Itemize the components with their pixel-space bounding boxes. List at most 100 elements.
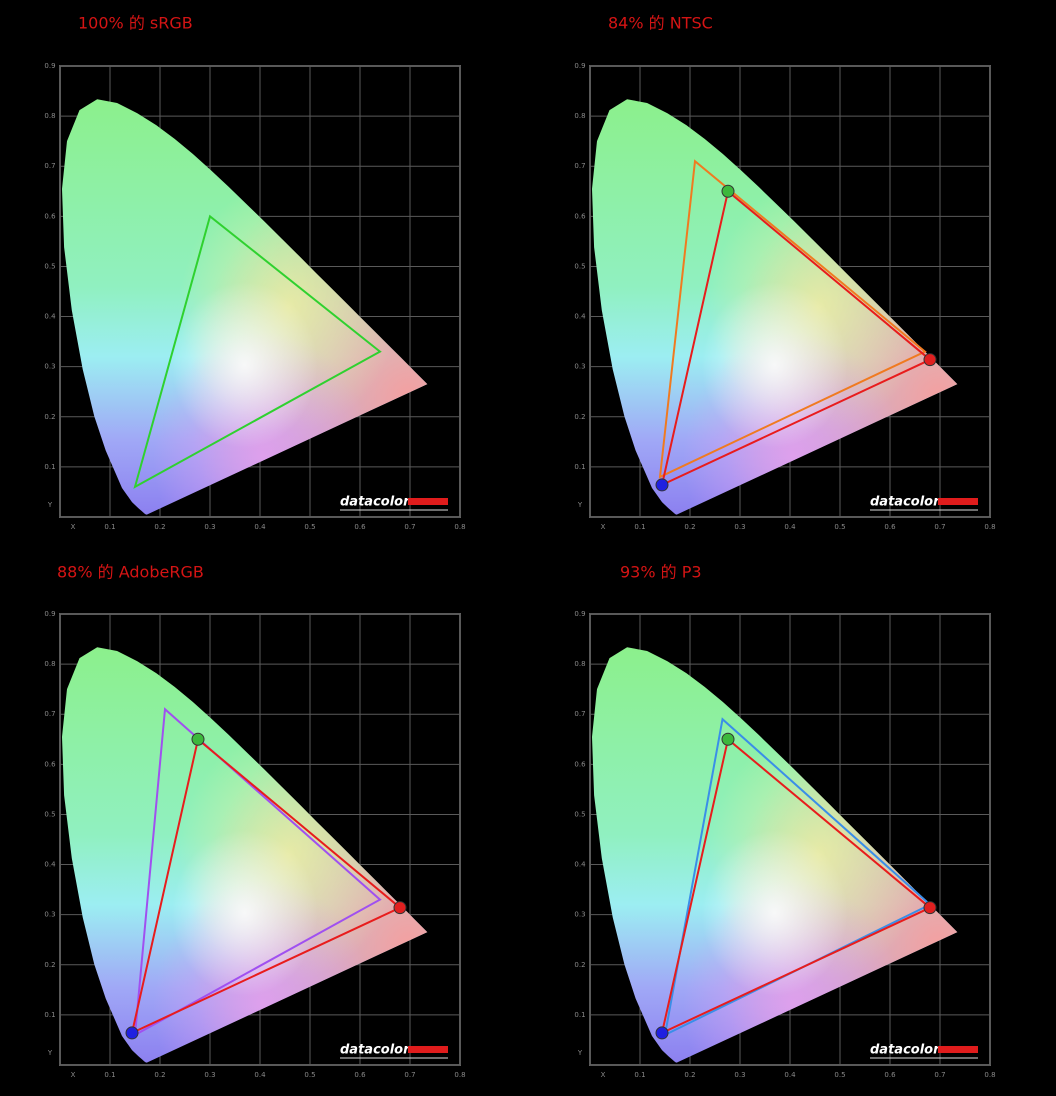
x-tick-label: 0.5: [304, 1071, 315, 1079]
x-tick-label: 0.3: [204, 523, 215, 531]
y-tick-label: 0.5: [44, 810, 55, 818]
y-tick-label: 0.5: [44, 262, 55, 270]
chart-title: 84% 的 NTSC: [608, 14, 713, 33]
primary-marker: [655, 478, 669, 492]
panel: 88% 的 AdobeRGB X 0.1 0.2 0.3 0.4 0.5 0.6 0.7 0.8 Y…: [44, 563, 465, 1080]
x-tick-label: 0.1: [634, 523, 645, 531]
x-tick-label: 0.4: [784, 1071, 796, 1079]
y-tick-label: 0.4: [574, 861, 586, 869]
y-tick-label: 0.5: [574, 810, 585, 818]
primary-marker: [721, 184, 735, 198]
y-tick-label: Y: [47, 501, 53, 509]
x-tick-label: 0.1: [104, 1071, 115, 1079]
y-tick-label: 0.2: [574, 961, 585, 969]
y-tick-label: 0.2: [44, 413, 55, 421]
primary-marker: [393, 901, 407, 915]
brand-bar: [938, 498, 978, 505]
y-tick-label: 0.9: [44, 62, 55, 70]
x-tick-label: 0.6: [884, 1071, 896, 1079]
x-tick-label: 0.7: [404, 1071, 415, 1079]
y-tick-label: 0.8: [44, 112, 55, 120]
y-tick-label: 0.5: [574, 262, 585, 270]
x-tick-label: 0.8: [984, 523, 995, 531]
y-tick-label: 0.1: [44, 463, 55, 471]
y-tick-label: 0.8: [574, 112, 585, 120]
y-tick-label: Y: [47, 1049, 53, 1057]
x-tick-label: 0.1: [634, 1071, 645, 1079]
y-tick-label: 0.6: [574, 212, 586, 220]
y-tick-label: 0.3: [44, 911, 55, 919]
x-tick-label: 0.6: [884, 523, 896, 531]
brand-logo: datacolor: [340, 495, 411, 510]
brand-logo: datacolor: [340, 1043, 411, 1058]
x-tick-label: 0.2: [684, 523, 695, 531]
primary-marker: [721, 732, 735, 746]
y-tick-label: 0.7: [574, 162, 585, 170]
x-tick-label: 0.8: [454, 1071, 465, 1079]
x-tick-label: X: [71, 523, 76, 531]
chart-title: 100% 的 sRGB: [78, 14, 193, 33]
x-tick-label: 0.6: [354, 523, 366, 531]
primary-marker: [655, 1026, 669, 1040]
x-tick-label: 0.7: [934, 1071, 945, 1079]
x-tick-label: 0.7: [934, 523, 945, 531]
y-tick-label: 0.2: [44, 961, 55, 969]
spectral-locus: [62, 99, 428, 515]
brand-bar: [408, 1046, 448, 1053]
x-tick-label: 0.7: [404, 523, 415, 531]
brand-logo: datacolor: [870, 495, 941, 510]
y-tick-label: 0.8: [44, 660, 55, 668]
x-tick-label: 0.2: [154, 523, 165, 531]
spectral-locus: [592, 99, 958, 515]
x-tick-label: 0.8: [454, 523, 465, 531]
y-tick-label: 0.4: [44, 313, 56, 321]
spectral-locus: [62, 647, 428, 1063]
x-tick-label: 0.4: [254, 523, 266, 531]
panel: 84% 的 NTSC X 0.1 0.2 0.3 0.4 0.5 0.6 0.7 0.8 Y 0.1 0…: [574, 14, 995, 532]
x-tick-label: X: [71, 1071, 76, 1079]
y-tick-label: 0.4: [44, 861, 56, 869]
y-tick-label: Y: [577, 501, 583, 509]
gamut-triangle: [660, 737, 932, 1035]
x-tick-label: 0.8: [984, 1071, 995, 1079]
primary-marker: [125, 1026, 139, 1040]
brand-bar: [408, 498, 448, 505]
x-tick-label: 0.4: [784, 523, 796, 531]
y-tick-label: 0.1: [574, 463, 585, 471]
y-tick-label: 0.3: [574, 363, 585, 371]
y-tick-label: 0.1: [574, 1011, 585, 1019]
x-tick-label: 0.3: [734, 523, 745, 531]
primary-marker: [923, 353, 937, 367]
y-tick-label: Y: [577, 1049, 583, 1057]
x-tick-label: 0.2: [684, 1071, 695, 1079]
panel: 93% 的 P3 X 0.1 0.2 0.3 0.4 0.5 0.6 0.7 0.8 Y 0.1 0.2…: [574, 563, 995, 1080]
gamut-triangle: [658, 159, 927, 479]
x-tick-label: 0.2: [154, 1071, 165, 1079]
y-tick-label: 0.9: [574, 610, 585, 618]
y-tick-label: 0.7: [574, 710, 585, 718]
gamut-triangle: [130, 737, 402, 1035]
y-tick-label: 0.6: [44, 760, 56, 768]
x-tick-label: 0.5: [834, 523, 845, 531]
x-tick-label: 0.5: [834, 1071, 845, 1079]
chart-title: 93% 的 P3: [620, 563, 702, 582]
brand-bar: [938, 1046, 978, 1053]
y-tick-label: 0.6: [44, 212, 56, 220]
y-tick-label: 0.6: [574, 760, 586, 768]
y-tick-label: 0.2: [574, 413, 585, 421]
gamut-triangle: [133, 214, 382, 489]
spectral-locus: [592, 647, 958, 1063]
gamut-triangle: [660, 189, 932, 487]
y-tick-label: 0.7: [44, 710, 55, 718]
x-tick-label: X: [601, 523, 606, 531]
x-tick-label: 0.3: [734, 1071, 745, 1079]
x-tick-label: 0.4: [254, 1071, 266, 1079]
y-tick-label: 0.8: [574, 660, 585, 668]
y-tick-label: 0.7: [44, 162, 55, 170]
primary-marker: [191, 732, 205, 746]
x-tick-label: 0.5: [304, 523, 315, 531]
primary-marker: [923, 901, 937, 915]
y-tick-label: 0.3: [44, 363, 55, 371]
